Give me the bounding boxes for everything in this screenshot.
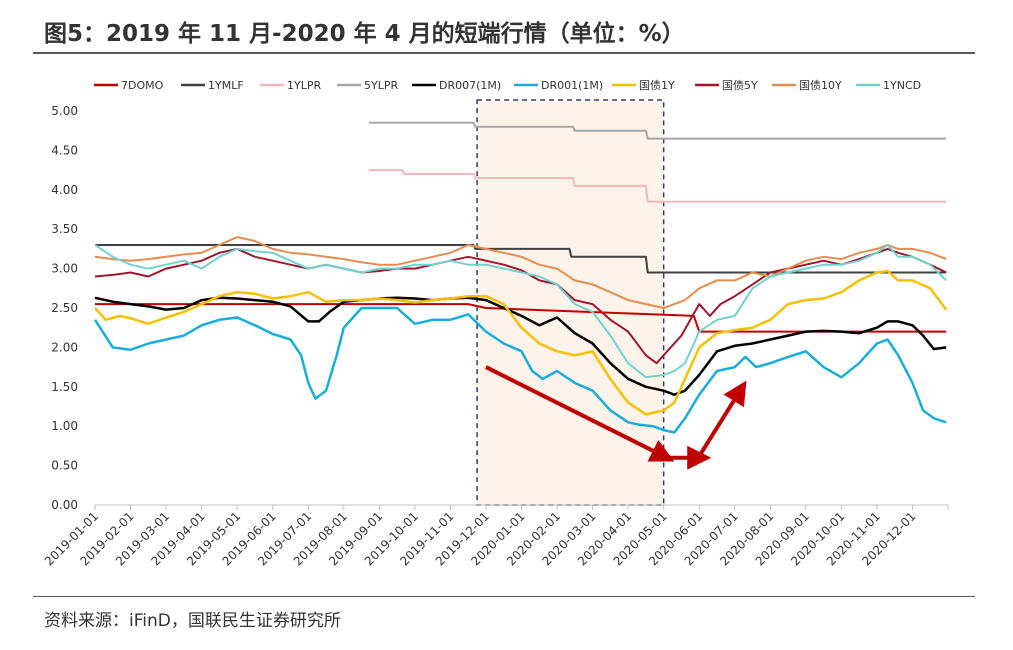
title-divider xyxy=(33,52,975,54)
highlight-period-box xyxy=(476,99,665,506)
legend-label: 国债10Y xyxy=(799,78,842,92)
source-note: 资料来源：iFinD，国联民生证券研究所 xyxy=(44,611,341,631)
chart-title: 图5：2019 年 11 月-2020 年 4 月的短端行情（单位：%） xyxy=(44,21,685,47)
legend-label: DR001(1M) xyxy=(541,79,603,92)
y-tick-label: 3.00 xyxy=(51,262,78,276)
series-line-1ylpr xyxy=(368,169,947,203)
legend-label: 国债1Y xyxy=(639,78,675,92)
y-tick-label: 5.00 xyxy=(51,104,78,118)
y-tick-label: 4.00 xyxy=(51,183,78,197)
y-tick-label: 4.50 xyxy=(51,143,78,157)
series-line-dr0071m xyxy=(94,296,947,396)
series-line-1y xyxy=(94,269,948,416)
legend-label: 1YMLF xyxy=(208,79,244,92)
y-tick-label: 1.00 xyxy=(51,419,78,433)
series-line-5ylpr xyxy=(368,121,947,140)
line-chart: 0.00 0.50 1.00 1.50 2.00 2.50 3.00 3.50 4.00 4.50… xyxy=(42,78,949,568)
series-line-7domo xyxy=(95,303,947,333)
legend-label: 1YNCD xyxy=(883,79,921,92)
source-divider xyxy=(33,596,975,597)
series-line-dr0011m xyxy=(93,306,947,434)
y-tick-label: 0.50 xyxy=(51,459,78,473)
series-line-10y xyxy=(94,236,947,309)
y-tick-label: 0.00 xyxy=(51,498,78,512)
y-tick-label: 2.00 xyxy=(51,340,78,354)
legend-label: 7DOMO xyxy=(121,79,164,92)
y-tick-label: 1.50 xyxy=(51,380,78,394)
series-line-1yncd xyxy=(94,244,947,379)
trend-arrow xyxy=(697,380,747,458)
legend-label: 1YLPR xyxy=(287,79,321,92)
y-tick-label: 3.50 xyxy=(51,222,78,236)
legend-label: 5YLPR xyxy=(364,79,398,92)
legend-label: DR007(1M) xyxy=(439,79,501,92)
series-line-5y xyxy=(94,247,947,365)
y-tick-label: 2.50 xyxy=(51,301,78,315)
trend-arrow xyxy=(485,365,675,462)
legend-label: 国债5Y xyxy=(722,78,758,92)
